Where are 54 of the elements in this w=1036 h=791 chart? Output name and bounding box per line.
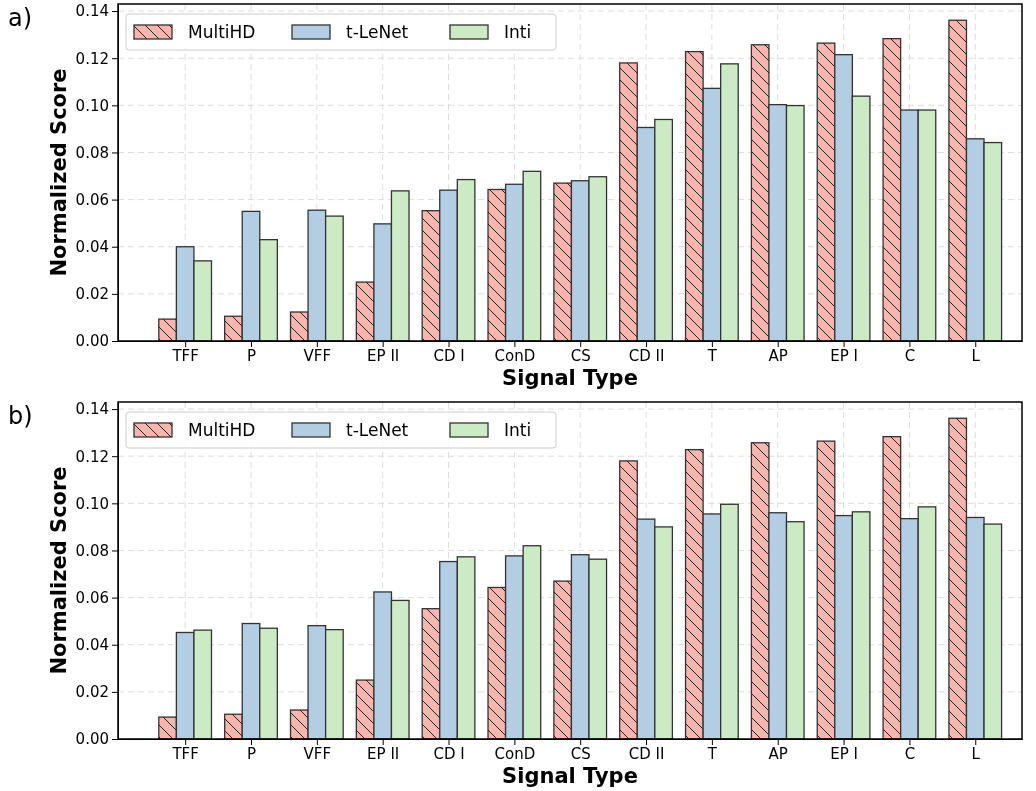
legend-label: MultiHD [188, 420, 256, 440]
y-tick-label: 0.14 [75, 2, 109, 21]
y-tick-label: 0.04 [75, 636, 109, 655]
x-tick-label: P [246, 346, 257, 365]
y-tick-label: 0.10 [75, 96, 109, 115]
x-tick-label: AP [768, 346, 788, 365]
x-tick-label: CS [570, 744, 591, 763]
x-tick-label: P [246, 744, 257, 763]
y-tick-label: 0.02 [75, 285, 109, 304]
x-tick-label: CD II [628, 346, 665, 365]
legend-label: Inti [504, 22, 532, 42]
x-tick-label: L [971, 346, 981, 365]
legend-label: MultiHD [188, 22, 256, 42]
y-tick-label: 0.02 [75, 683, 109, 702]
x-axis-title: Signal Type [502, 764, 638, 788]
x-tick-label: AP [768, 744, 788, 763]
x-tick-label: CD I [433, 744, 465, 763]
x-tick-label: L [971, 744, 981, 763]
x-axis-title: Signal Type [502, 366, 638, 390]
y-tick-label: 0.08 [75, 143, 109, 162]
x-tick-label: VFF [303, 346, 332, 365]
y-tick-label: 0.12 [75, 447, 109, 466]
y-axis-title: Normalized Score [47, 466, 71, 675]
y-axis-title: Normalized Score [47, 68, 71, 277]
x-tick-label: EP I [830, 744, 858, 763]
x-tick-label: TFF [171, 346, 199, 365]
y-tick-label: 0.04 [75, 238, 109, 257]
x-tick-label: CS [570, 346, 591, 365]
x-tick-label: C [904, 744, 916, 763]
text: a) [8, 4, 33, 32]
y-tick-label: 0.00 [75, 332, 109, 351]
text: b) [8, 402, 33, 430]
x-tick-label: VFF [303, 744, 332, 763]
x-tick-label: T [706, 744, 718, 763]
x-tick-label: EP II [367, 346, 400, 365]
x-tick-label: CD I [433, 346, 465, 365]
x-tick-label: EP II [367, 744, 400, 763]
y-tick-label: 0.06 [75, 190, 109, 209]
legend-label: Inti [504, 420, 532, 440]
y-tick-label: 0.10 [75, 494, 109, 513]
x-tick-label: C [904, 346, 916, 365]
x-tick-label: T [706, 346, 718, 365]
x-tick-label: ConD [494, 346, 536, 365]
y-tick-label: 0.06 [75, 588, 109, 607]
y-tick-label: 0.00 [75, 730, 109, 749]
x-tick-label: TFF [171, 744, 199, 763]
y-tick-label: 0.14 [75, 400, 109, 419]
x-tick-label: ConD [494, 744, 536, 763]
y-tick-label: 0.08 [75, 541, 109, 560]
x-tick-label: EP I [830, 346, 858, 365]
legend-label: t-LeNet [346, 22, 409, 42]
x-tick-label: CD II [628, 744, 665, 763]
legend-label: t-LeNet [346, 420, 409, 440]
y-tick-label: 0.12 [75, 49, 109, 68]
